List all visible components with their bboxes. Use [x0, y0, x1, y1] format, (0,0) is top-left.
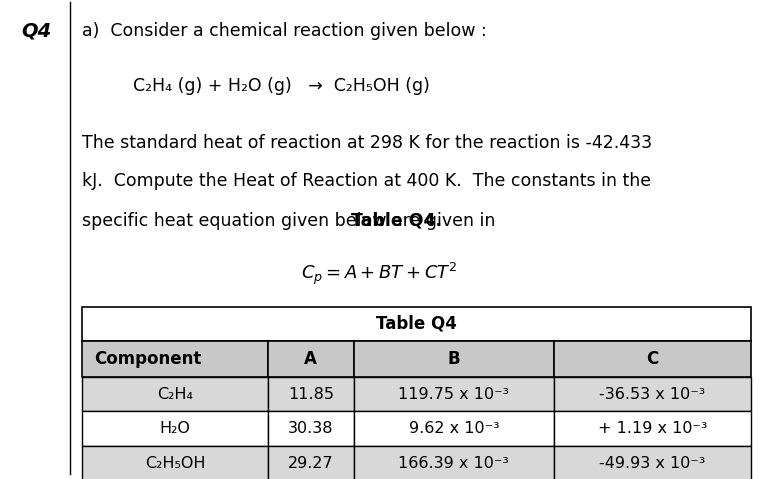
- Text: 119.75 x 10⁻³: 119.75 x 10⁻³: [399, 387, 510, 402]
- Text: Q4: Q4: [21, 22, 52, 41]
- Text: 166.39 x 10⁻³: 166.39 x 10⁻³: [399, 456, 509, 471]
- Text: 30.38: 30.38: [288, 421, 334, 436]
- Text: a)  Consider a chemical reaction given below :: a) Consider a chemical reaction given be…: [82, 22, 487, 40]
- Text: specific heat equation given below are given in: specific heat equation given below are g…: [82, 212, 501, 230]
- Bar: [268, 411, 354, 446]
- Text: A: A: [304, 350, 317, 368]
- Bar: [82, 307, 751, 341]
- Bar: [354, 411, 554, 446]
- Text: C: C: [646, 350, 658, 368]
- Bar: [82, 411, 268, 446]
- Bar: [554, 377, 751, 411]
- Bar: [554, 341, 751, 377]
- Bar: [268, 446, 354, 479]
- Text: Table Q4.: Table Q4.: [351, 212, 442, 230]
- Bar: [82, 446, 268, 479]
- Text: $C_p = A + BT + CT^2$: $C_p = A + BT + CT^2$: [301, 261, 457, 287]
- Bar: [354, 377, 554, 411]
- Text: Table Q4: Table Q4: [376, 315, 457, 333]
- Bar: [268, 377, 354, 411]
- Bar: [354, 446, 554, 479]
- Text: kJ.  Compute the Heat of Reaction at 400 K.  The constants in the: kJ. Compute the Heat of Reaction at 400 …: [82, 172, 652, 191]
- Text: The standard heat of reaction at 298 K for the reaction is -42.433: The standard heat of reaction at 298 K f…: [82, 134, 652, 152]
- Text: Component: Component: [94, 350, 202, 368]
- Text: -49.93 x 10⁻³: -49.93 x 10⁻³: [599, 456, 706, 471]
- Bar: [554, 446, 751, 479]
- Text: C₂H₄: C₂H₄: [157, 387, 194, 402]
- Text: C₂H₄ (g) + H₂O (g)   →  C₂H₅OH (g): C₂H₄ (g) + H₂O (g) → C₂H₅OH (g): [133, 77, 431, 95]
- Text: -36.53 x 10⁻³: -36.53 x 10⁻³: [599, 387, 706, 402]
- Bar: [354, 341, 554, 377]
- Bar: [82, 377, 268, 411]
- Text: C₂H₅OH: C₂H₅OH: [145, 456, 206, 471]
- Text: H₂O: H₂O: [160, 421, 190, 436]
- Bar: [554, 411, 751, 446]
- Text: 9.62 x 10⁻³: 9.62 x 10⁻³: [408, 421, 499, 436]
- Text: B: B: [447, 350, 460, 368]
- Text: 11.85: 11.85: [288, 387, 334, 402]
- Bar: [82, 341, 268, 377]
- Text: + 1.19 x 10⁻³: + 1.19 x 10⁻³: [597, 421, 707, 436]
- Text: 29.27: 29.27: [288, 456, 334, 471]
- Bar: [268, 341, 354, 377]
